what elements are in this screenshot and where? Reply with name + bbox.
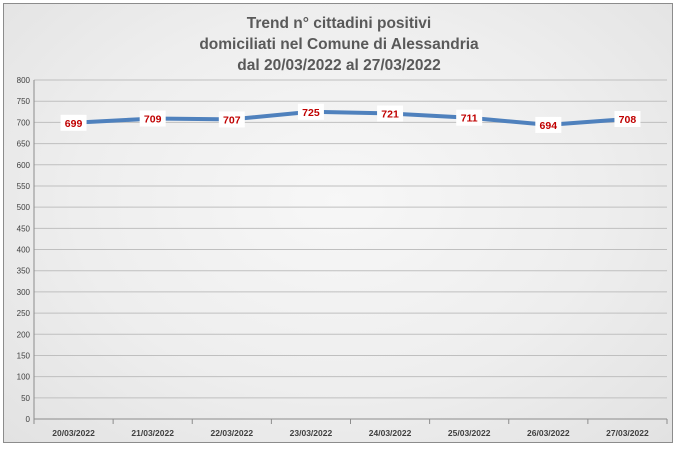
x-tick-label: 24/03/2022 [369, 428, 412, 438]
y-tick-label: 250 [17, 309, 31, 318]
y-tick-label: 0 [26, 415, 31, 424]
chart-title-line-2: domiciliati nel Comune di Alessandria [199, 36, 479, 53]
y-tick-label: 450 [17, 224, 31, 233]
data-label: 707 [223, 114, 241, 126]
data-label-box [535, 116, 562, 133]
y-tick-label: 150 [17, 351, 31, 360]
data-label-box [297, 103, 324, 120]
x-tick-label: 25/03/2022 [448, 428, 491, 438]
x-tick-label: 26/03/2022 [527, 428, 570, 438]
data-label: 721 [381, 108, 399, 120]
data-label-box [456, 109, 483, 126]
y-tick-label: 800 [17, 76, 31, 85]
data-label-box [218, 111, 245, 128]
chart-frame: Trend n° cittadini positivi domiciliati … [3, 3, 673, 443]
data-label-box [60, 114, 87, 131]
y-tick-label: 600 [17, 161, 31, 170]
x-tick-label: 20/03/2022 [52, 428, 95, 438]
y-tick-label: 750 [17, 97, 31, 106]
data-label: 709 [144, 114, 162, 126]
x-tick-label: 22/03/2022 [211, 428, 254, 438]
y-tick-label: 200 [17, 330, 31, 339]
x-tick-label: 23/03/2022 [290, 428, 333, 438]
data-label-box [614, 110, 641, 127]
y-tick-label: 650 [17, 140, 31, 149]
data-label: 699 [65, 118, 83, 130]
data-label-box [139, 110, 166, 127]
chart-title-line-1: Trend n° cittadini positivi [246, 15, 432, 32]
chart-title-line-3: dal 20/03/2022 al 27/03/2022 [237, 57, 441, 74]
y-tick-label: 100 [17, 373, 31, 382]
x-tick-label: 27/03/2022 [606, 428, 649, 438]
y-tick-label: 300 [17, 288, 31, 297]
data-label: 694 [540, 120, 558, 132]
plot-area: 0 50 100 150 200 250 300 350 400 450 500 550 600 650 7… [17, 76, 668, 438]
data-label: 708 [619, 114, 637, 126]
data-label: 711 [461, 113, 478, 125]
data-label-box [377, 105, 404, 122]
x-tick-label: 21/03/2022 [131, 428, 174, 438]
y-tick-label: 350 [17, 267, 31, 276]
data-label: 725 [302, 107, 320, 119]
y-tick-label: 700 [17, 118, 31, 127]
y-tick-label: 500 [17, 203, 31, 212]
y-tick-label: 550 [17, 182, 31, 191]
y-tick-label: 50 [21, 394, 30, 403]
chart-title: Trend n° cittadini positivi domiciliati … [4, 13, 674, 76]
y-tick-label: 400 [17, 246, 31, 255]
series-line [71, 109, 630, 127]
